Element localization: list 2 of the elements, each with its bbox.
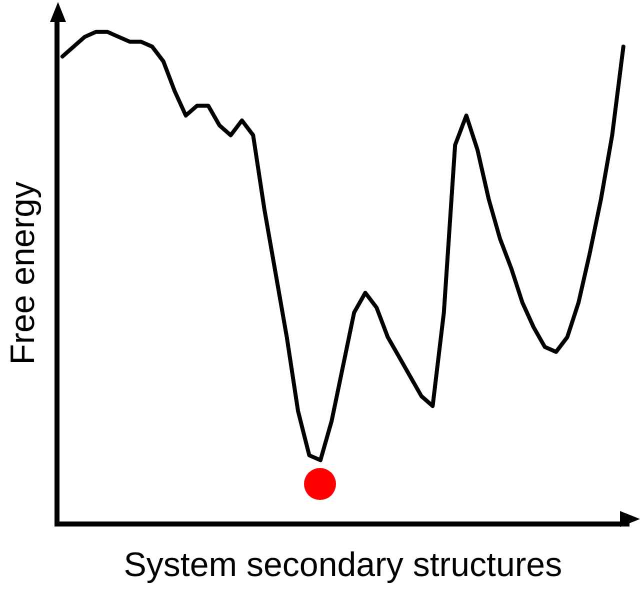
x-axis-title: System secondary structures [124, 546, 562, 584]
y-axis-title: Free energy [4, 181, 42, 365]
